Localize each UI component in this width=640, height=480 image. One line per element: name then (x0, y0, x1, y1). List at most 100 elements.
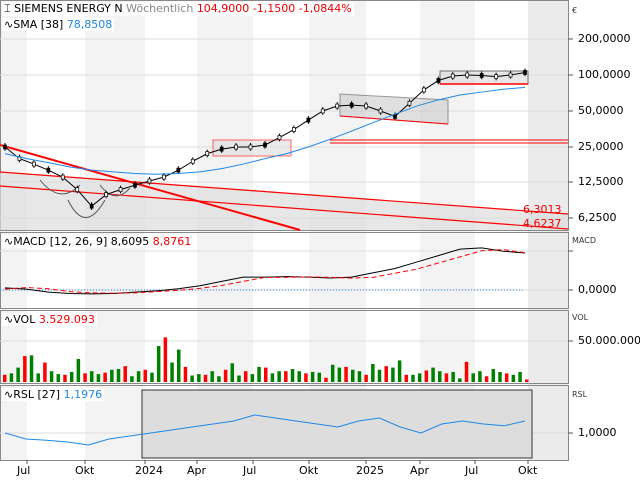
indicator-icon: ∿ (4, 18, 14, 31)
macd-signal: 8,8761 (152, 235, 192, 248)
macd-signal-line (4, 249, 526, 294)
indicator-icon: ∿ (4, 388, 14, 401)
volume-bar (63, 374, 67, 382)
volume-bar (471, 373, 475, 382)
candle-body (479, 73, 484, 78)
candle-body (190, 158, 195, 164)
panel-frame (0, 232, 569, 309)
volume-bar (491, 369, 496, 382)
sma-value: 78,8508 (66, 18, 113, 31)
volume-bar (464, 361, 469, 382)
volume-bar (76, 358, 81, 382)
x-tick-label: Jul (465, 464, 479, 477)
rsl-unit: RSL (572, 390, 588, 399)
candle-body (349, 102, 354, 108)
volume-bar (444, 373, 449, 382)
volume-bar (3, 374, 7, 382)
volume-bar (230, 363, 235, 382)
volume-bar (478, 371, 482, 382)
volume-bar (310, 371, 315, 382)
rsl-label: RSL (13, 388, 34, 401)
sma-line (4, 86, 526, 175)
vol-tick: 50.000.000 (578, 334, 640, 347)
interval[interactable]: Wöchentlich (126, 2, 194, 15)
volume-bar (69, 371, 74, 382)
macd-tick: 0,0000 (578, 283, 617, 296)
volume-bar (223, 369, 228, 382)
candle-body (378, 108, 383, 114)
volume-bar (404, 374, 409, 382)
volume-bar (364, 374, 368, 382)
macd-line (4, 247, 526, 295)
volume-bar (511, 374, 516, 382)
candle-body (523, 70, 527, 75)
candle-body (306, 117, 311, 123)
volume-bar (90, 371, 94, 382)
candle-body (147, 178, 152, 184)
macd-unit: MACD (572, 236, 596, 245)
last-price: 104,9000 (196, 2, 250, 15)
x-tick-label: Okt (518, 464, 538, 477)
volume-bar (9, 373, 14, 382)
x-tick-label: Okt (299, 464, 319, 477)
price-tick: 100,0000 (578, 68, 631, 81)
macd-label: MACD (13, 235, 47, 248)
volume-bar (203, 374, 208, 382)
volume-bar (190, 375, 194, 382)
macd-value: 8,6095 (110, 235, 150, 248)
volume-bar (411, 374, 415, 382)
candle-body (508, 72, 513, 78)
candle-body (494, 74, 498, 79)
rsl-box (141, 389, 533, 459)
sma-label: SMA (13, 18, 38, 31)
vol-value: 3.529.093 (38, 313, 95, 326)
candle-body (60, 174, 65, 180)
volume-bar (143, 369, 148, 382)
volume-bar (16, 367, 20, 382)
volume-bar (36, 373, 40, 382)
candle-body (89, 203, 94, 209)
price-tick: 50,0000 (578, 104, 624, 117)
rsl-legend: ∿RSL [27] 1,1976 (2, 388, 105, 401)
vol-legend: ∿VOL 3.529.093 (2, 313, 97, 326)
candle-body (407, 100, 412, 106)
volume-bar (49, 371, 54, 382)
channel-lower-line (0, 185, 569, 230)
volume-bar (183, 366, 188, 382)
volume-bar (504, 373, 509, 382)
candle-body (263, 142, 267, 148)
candle-body (422, 87, 426, 93)
volume-bar (96, 374, 101, 382)
volume-bar (371, 364, 375, 382)
volume-bar (43, 362, 47, 382)
candle-body (162, 174, 166, 180)
volume-bar (451, 371, 455, 382)
volume-bar (29, 355, 34, 382)
volume-bar (377, 369, 382, 382)
volume-bar (257, 366, 261, 382)
volume-bar (344, 366, 348, 382)
macd-params: [12, 26, 9] (49, 235, 108, 248)
volume-bar (123, 366, 127, 382)
volume-bar (330, 364, 335, 382)
volume-bar (217, 376, 221, 382)
candle-body (277, 135, 282, 140)
candle-body (46, 167, 51, 173)
price-unit: € (572, 6, 578, 15)
candle-body (292, 127, 296, 132)
candle-body (176, 167, 181, 173)
volume-bar (438, 371, 442, 382)
candle-body (320, 108, 325, 114)
sma-legend: ∿SMA [38] 78,8508 (2, 18, 115, 31)
volume-bar (250, 374, 255, 382)
volume-bar (284, 371, 288, 382)
volume-bar (397, 360, 402, 382)
volume-bar (304, 373, 308, 382)
volume-bar (264, 367, 268, 382)
panel-frame (0, 0, 569, 231)
volume-bar (237, 375, 241, 382)
candle-body (104, 192, 108, 197)
rsl-tick: 1,0000 (578, 426, 617, 439)
rsl-period: [27] (37, 388, 61, 401)
volume-bar (391, 367, 395, 382)
